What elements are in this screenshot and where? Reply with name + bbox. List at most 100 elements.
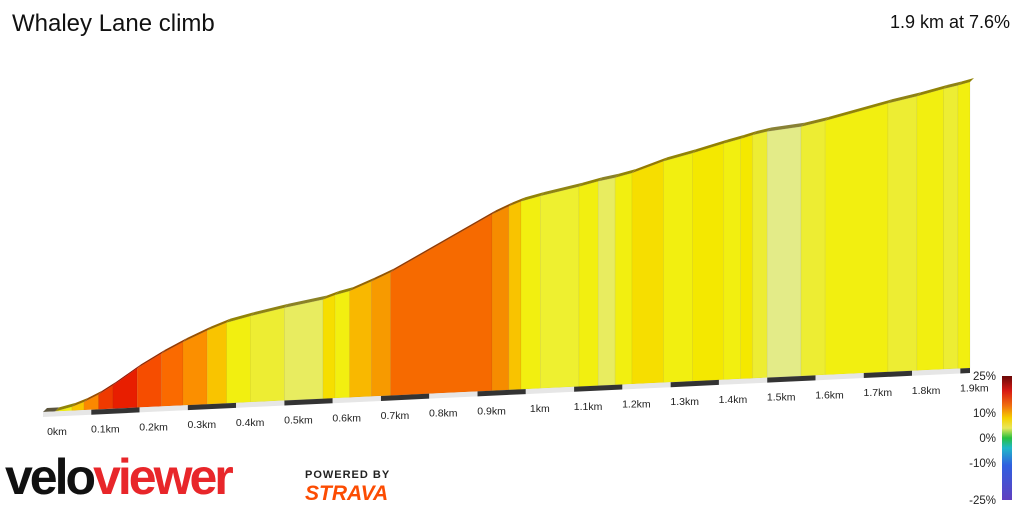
surface-ribbon [43, 78, 974, 412]
distance-axis [43, 368, 970, 417]
surface-ribbon-piece [113, 364, 142, 386]
distance-tick-label: 0.3km [188, 419, 217, 431]
distance-tick-label: 0.4km [236, 417, 265, 429]
gradient-segment [887, 95, 918, 373]
surface-ribbon-piece [723, 134, 745, 144]
surface-ribbon-piece [540, 182, 583, 197]
distance-tick-label: 0.1km [91, 424, 120, 436]
distance-axis-band [284, 398, 333, 406]
gradient-segment [349, 280, 372, 398]
distance-tick-label: 0km [47, 426, 67, 438]
gradient-segment [390, 213, 493, 396]
surface-ribbon-piece [335, 287, 354, 296]
surface-ribbon-piece [84, 390, 103, 402]
distance-axis-band [429, 391, 478, 399]
distance-tick-label: 1.2km [622, 399, 651, 411]
surface-ribbon-piece [825, 99, 892, 121]
surface-ribbon-piece [323, 291, 340, 300]
distance-tick-label: 1.4km [719, 394, 748, 406]
surface-ribbon-piece [752, 127, 772, 136]
surface-ribbon-piece [98, 381, 118, 395]
distance-tick-label: 1.6km [815, 389, 844, 401]
gradient-segment [520, 195, 541, 390]
surface-ribbon-piece [55, 402, 76, 412]
gradient-segment [182, 330, 208, 406]
surface-ribbon-piece [615, 168, 637, 178]
distance-axis-band [815, 373, 864, 381]
surface-ribbon-piece [371, 268, 395, 282]
distance-tick-label: 0.6km [332, 412, 361, 424]
gradient-segment [692, 143, 725, 382]
gradient-segment [614, 172, 633, 386]
gradient-segment [112, 367, 138, 409]
climb-stats: 1.9 km at 7.6% [889, 12, 1010, 32]
distance-tick-label: 1.9km [960, 382, 989, 394]
surface-ribbon-piece [692, 139, 728, 154]
distance-axis-band [767, 375, 816, 383]
distance-tick-label: 0.2km [139, 421, 168, 433]
gradient-segment [740, 134, 754, 380]
surface-ribbon-piece [632, 157, 668, 173]
gradient-segment [136, 353, 162, 408]
distance-tick-label: 0.9km [477, 405, 506, 417]
gradient-legend-bar [1002, 376, 1012, 500]
surface-ribbon-piece [508, 197, 525, 207]
gradient-segment [957, 81, 971, 369]
surface-ribbon-piece [349, 277, 376, 292]
gradient-segment [206, 322, 227, 405]
gradient-segment [943, 84, 959, 370]
surface-ribbon-piece [663, 149, 697, 162]
distance-axis-band [236, 400, 285, 408]
surface-ribbon-piece [957, 78, 974, 86]
distance-axis-band [43, 409, 92, 417]
distance-axis-band [960, 368, 970, 374]
surface-ribbon-piece [137, 349, 166, 369]
surface-ribbon-piece [43, 407, 60, 412]
distance-axis-band [477, 389, 526, 397]
distance-axis-band [863, 370, 913, 379]
veloviewer-logo: veloviewer [5, 449, 234, 505]
gradient-legend-label: -10% [969, 458, 996, 470]
distance-axis-band [332, 395, 381, 404]
gradient-segment [284, 299, 324, 401]
distance-tick-label: 1.1km [574, 401, 603, 413]
gradient-segment [226, 315, 251, 404]
surface-ribbon-piece [578, 177, 603, 187]
logo-text-velo: velo [5, 449, 96, 505]
gradient-segment [539, 186, 580, 389]
gradient-segment [663, 152, 693, 383]
distance-axis-band [187, 402, 237, 411]
gradient-segment [371, 271, 391, 397]
surface-ribbon-piece [916, 84, 948, 97]
gradient-legend-label: 25% [973, 371, 996, 383]
surface-ribbon-piece [250, 303, 289, 316]
distance-tick-label: 0.8km [429, 408, 458, 420]
gradient-segment [752, 131, 768, 379]
gradient-segment [250, 307, 285, 403]
gradient-segment [631, 160, 664, 385]
surface-ribbon-piece [226, 311, 255, 323]
powered-by-label: POWERED BY [305, 469, 391, 481]
gradient-segment [334, 290, 350, 399]
distance-tick-label: 1.3km [670, 396, 699, 408]
distance-axis-band [525, 386, 575, 395]
surface-ribbon-piece [284, 295, 328, 308]
distance-axis-band [574, 384, 623, 392]
surface-ribbon-piece [598, 173, 620, 182]
gradient-segment [508, 200, 522, 391]
gradient-segment [322, 294, 336, 400]
surface-ribbon-piece [161, 337, 188, 354]
gradient-segment [824, 102, 889, 376]
surface-ribbon-piece [801, 116, 830, 127]
distance-axis-band [91, 407, 140, 415]
surface-ribbon-piece [207, 318, 231, 331]
distance-tick-label: 0.7km [381, 410, 410, 422]
surface-ribbon-piece [520, 192, 545, 202]
distance-axis-band [718, 377, 768, 385]
distance-tick-label: 0.5km [284, 415, 313, 427]
gradient-segment [800, 120, 826, 377]
surface-ribbon-piece [390, 210, 497, 273]
distance-tick-labels: 0km 0.1km 0.2km 0.3km 0.4km 0.5km 0.6km 0.7km 0.… [47, 382, 989, 438]
gradient-legend-label: 10% [973, 408, 996, 420]
